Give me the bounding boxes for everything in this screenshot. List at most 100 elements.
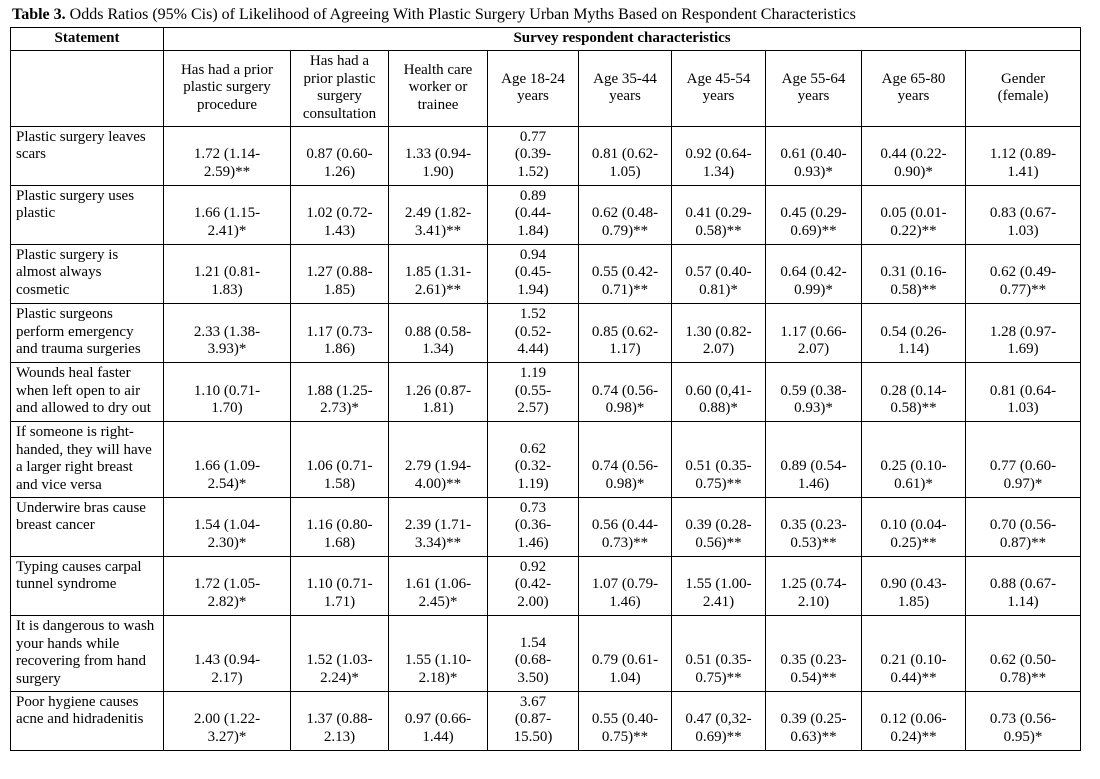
column-header-age-18-24: Age 18-24 years <box>487 49 579 127</box>
table-row: Plastic surgeons perform emergency and t… <box>10 302 1082 363</box>
table-row: If someone is right-handed, they will ha… <box>10 420 1082 498</box>
odds-ratio-cell: 0.59 (0.38-0.93)* <box>765 361 862 422</box>
statement-cell: If someone is right-handed, they will ha… <box>10 420 164 498</box>
odds-ratio-cell: 1.33 (0.94-1.90) <box>388 125 488 186</box>
column-header-age-65-80: Age 65-80 years <box>861 49 966 127</box>
odds-ratio-cell: 0.74 (0.56-0.98)* <box>578 361 672 422</box>
table-row: Plastic surgery uses plastic 1.66 (1.15-2… <box>10 184 1082 245</box>
odds-ratio-cell: 0.64 (0.42-0.99)* <box>765 243 862 304</box>
odds-ratio-cell: 1.66 (1.09-2.54)* <box>163 420 291 498</box>
column-header-age-55-64: Age 55-64 years <box>765 49 862 127</box>
odds-ratio-cell: 0.41 (0.29-0.58)** <box>671 184 766 245</box>
statement-cell: Plastic surgery leaves scars <box>10 125 164 186</box>
column-header-prior-procedure: Has had a prior plastic surgery procedur… <box>163 49 291 127</box>
odds-ratio-cell: 0.89 (0.44-1.84) <box>487 184 579 245</box>
table-row: Underwire bras cause breast cancer 1.54 (… <box>10 496 1082 557</box>
odds-ratio-cell: 1.26 (0.87-1.81) <box>388 361 488 422</box>
odds-ratio-cell: 2.33 (1.38-3.93)* <box>163 302 291 363</box>
odds-ratio-cell: 0.55 (0.42-0.71)** <box>578 243 672 304</box>
column-header-prior-consultation: Has had a prior plastic surgery consulta… <box>290 49 389 127</box>
statement-cell: It is dangerous to wash your hands while… <box>10 614 164 692</box>
odds-ratio-cell: 2.49 (1.82-3.41)** <box>388 184 488 245</box>
odds-ratio-cell: 1.07 (0.79-1.46) <box>578 555 672 616</box>
odds-ratio-cell: 0.87 (0.60-1.26) <box>290 125 389 186</box>
odds-ratio-cell: 0.79 (0.61-1.04) <box>578 614 672 692</box>
table-row: It is dangerous to wash your hands while… <box>10 614 1082 692</box>
odds-ratio-cell: 0.62 (0.48-0.79)** <box>578 184 672 245</box>
table-title-text: Odds Ratios (95% Cis) of Likelihood of A… <box>69 6 856 23</box>
odds-ratio-cell: 1.54 (1.04-2.30)* <box>163 496 291 557</box>
odds-ratio-cell: 1.52 (1.03-2.24)* <box>290 614 389 692</box>
table-title-label: Table 3. <box>12 6 66 23</box>
odds-ratio-cell: 2.79 (1.94-4.00)** <box>388 420 488 498</box>
statement-cell: Wounds heal faster when left open to air… <box>10 361 164 422</box>
odds-ratio-cell: 2.00 (1.22-3.27)* <box>163 690 291 751</box>
odds-ratio-cell: 0.39 (0.28-0.56)** <box>671 496 766 557</box>
odds-ratio-cell: 2.39 (1.71-3.34)** <box>388 496 488 557</box>
odds-ratio-cell: 0.56 (0.44-0.73)** <box>578 496 672 557</box>
odds-ratio-cell: 0.62 (0.32-1.19) <box>487 420 579 498</box>
statement-cell: Plastic surgery uses plastic <box>10 184 164 245</box>
column-header-gender-female: Gender (female) <box>964 49 1082 127</box>
column-header-age-45-54: Age 45-54 years <box>671 49 766 127</box>
odds-ratio-cell: 1.17 (0.73-1.86) <box>290 302 389 363</box>
odds-ratio-cell: 1.21 (0.81-1.83) <box>163 243 291 304</box>
table-body: Plastic surgery leaves scars 1.72 (1.14-2… <box>10 125 1082 751</box>
odds-ratio-cell: 1.02 (0.72-1.43) <box>290 184 389 245</box>
odds-ratio-cell: 1.27 (0.88-1.85) <box>290 243 389 304</box>
column-header-row: Has had a prior plastic surgery procedur… <box>10 49 1082 127</box>
statement-cell: Underwire bras cause breast cancer <box>10 496 164 557</box>
odds-ratio-cell: 0.47 (0,32-0.69)** <box>671 690 766 751</box>
statement-cell: Plastic surgeons perform emergency and t… <box>10 302 164 363</box>
odds-ratio-cell: 0.90 (0.43-1.85) <box>861 555 966 616</box>
statement-cell: Poor hygiene causes acne and hidradeniti… <box>10 690 164 751</box>
odds-ratio-cell: 0.92 (0.64-1.34) <box>671 125 766 186</box>
statement-cell: Typing causes carpal tunnel syndrome <box>10 555 164 616</box>
table-row: Plastic surgery is almost always cosmeti… <box>10 243 1082 304</box>
odds-ratio-cell: 0.28 (0.14-0.58)** <box>861 361 966 422</box>
odds-ratio-cell: 0.88 (0.67-1.14) <box>964 555 1082 616</box>
group-header-row: Statement Survey respondent characterist… <box>10 27 1082 51</box>
odds-ratio-cell: 0.88 (0.58-1.34) <box>388 302 488 363</box>
odds-ratio-cell: 0.77 (0.39-1.52) <box>487 125 579 186</box>
odds-ratio-cell: 0.39 (0.25-0.63)** <box>765 690 862 751</box>
odds-ratio-cell: 0.35 (0.23-0.54)** <box>765 614 862 692</box>
table-row: Typing causes carpal tunnel syndrome 1.72… <box>10 555 1082 616</box>
odds-ratio-cell: 0.92 (0.42-2.00) <box>487 555 579 616</box>
odds-ratio-cell: 0.61 (0.40-0.93)* <box>765 125 862 186</box>
odds-ratio-cell: 0.10 (0.04-0.25)** <box>861 496 966 557</box>
odds-ratio-cell: 0.51 (0.35-0.75)** <box>671 614 766 692</box>
odds-ratio-cell: 1.72 (1.14-2.59)** <box>163 125 291 186</box>
odds-ratio-cell: 1.43 (0.94-2.17) <box>163 614 291 692</box>
odds-ratio-cell: 1.10 (0.71-1.71) <box>290 555 389 616</box>
odds-ratio-cell: 1.54 (0.68-3.50) <box>487 614 579 692</box>
statement-cell: Plastic surgery is almost always cosmeti… <box>10 243 164 304</box>
odds-ratio-cell: 1.25 (0.74-2.10) <box>765 555 862 616</box>
odds-ratio-cell: 0.62 (0.49-0.77)** <box>964 243 1082 304</box>
odds-ratio-cell: 1.28 (0.97-1.69) <box>964 302 1082 363</box>
document-page: Table 3. Odds Ratios (95% Cis) of Likelih… <box>0 5 1100 751</box>
group-header: Survey respondent characteristics <box>162 27 1082 51</box>
odds-ratio-cell: 0.83 (0.67-1.03) <box>964 184 1082 245</box>
odds-ratio-cell: 0.35 (0.23-0.53)** <box>765 496 862 557</box>
odds-ratio-cell: 0.60 (0,41-0.88)* <box>671 361 766 422</box>
odds-ratio-cell: 0.25 (0.10-0.61)* <box>861 420 966 498</box>
odds-ratio-cell: 0.73 (0.56-0.95)* <box>964 690 1082 751</box>
odds-ratio-cell: 1.17 (0.66-2.07) <box>765 302 862 363</box>
odds-ratio-cell: 0.77 (0.60-0.97)* <box>964 420 1082 498</box>
table-row: Plastic surgery leaves scars 1.72 (1.14-2… <box>10 125 1082 186</box>
odds-ratio-cell: 0.81 (0.62-1.05) <box>578 125 672 186</box>
odds-ratio-cell: 0.94 (0.45-1.94) <box>487 243 579 304</box>
odds-ratio-cell: 0.89 (0.54-1.46) <box>765 420 862 498</box>
odds-ratio-cell: 0.73 (0.36-1.46) <box>487 496 579 557</box>
odds-ratio-cell: 1.12 (0.89-1.41) <box>964 125 1082 186</box>
column-header-health-care-worker: Health care worker or trainee <box>388 49 488 127</box>
odds-ratio-cell: 1.61 (1.06-2.45)* <box>388 555 488 616</box>
table-row: Poor hygiene causes acne and hidradeniti… <box>10 690 1082 751</box>
odds-ratio-cell: 0.85 (0.62-1.17) <box>578 302 672 363</box>
odds-ratio-cell: 0.12 (0.06-0.24)** <box>861 690 966 751</box>
odds-ratio-cell: 1.55 (1.10-2.18)* <box>388 614 488 692</box>
odds-ratio-cell: 1.10 (0.71-1.70) <box>163 361 291 422</box>
odds-ratio-cell: 1.55 (1.00-2.41) <box>671 555 766 616</box>
odds-ratio-cell: 0.45 (0.29-0.69)** <box>765 184 862 245</box>
